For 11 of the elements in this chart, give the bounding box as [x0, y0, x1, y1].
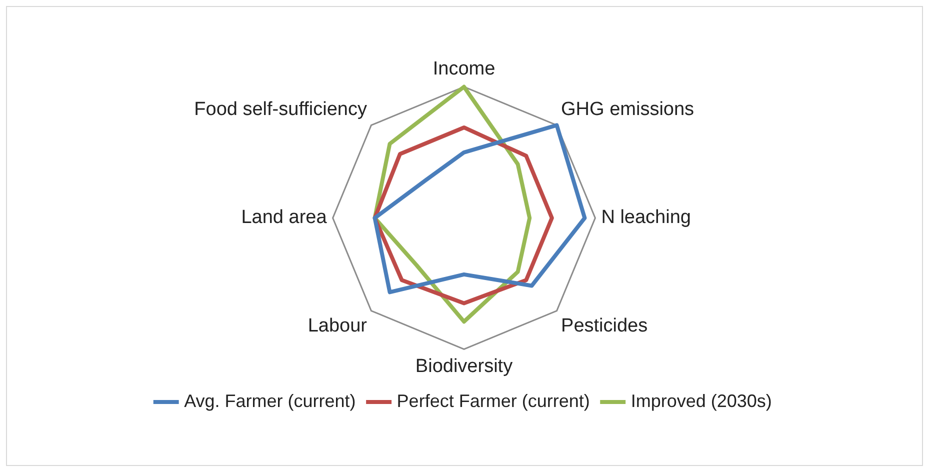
spoke-label: GHG emissions	[561, 98, 694, 120]
spoke-label: Labour	[308, 316, 368, 337]
legend-label: Perfect Farmer (current)	[396, 390, 590, 411]
spoke-label: N leaching	[601, 207, 691, 228]
spoke-label: Pesticides	[561, 316, 648, 337]
spoke-label: Income	[432, 58, 496, 80]
spoke-label: Food self-sufficiency	[194, 98, 368, 120]
spoke-label: Biodiversity	[415, 356, 514, 377]
spoke-label: Land area	[241, 207, 328, 228]
legend-label: Avg. Farmer (current)	[184, 390, 356, 411]
legend-label: Improved (2030s)	[630, 390, 772, 411]
